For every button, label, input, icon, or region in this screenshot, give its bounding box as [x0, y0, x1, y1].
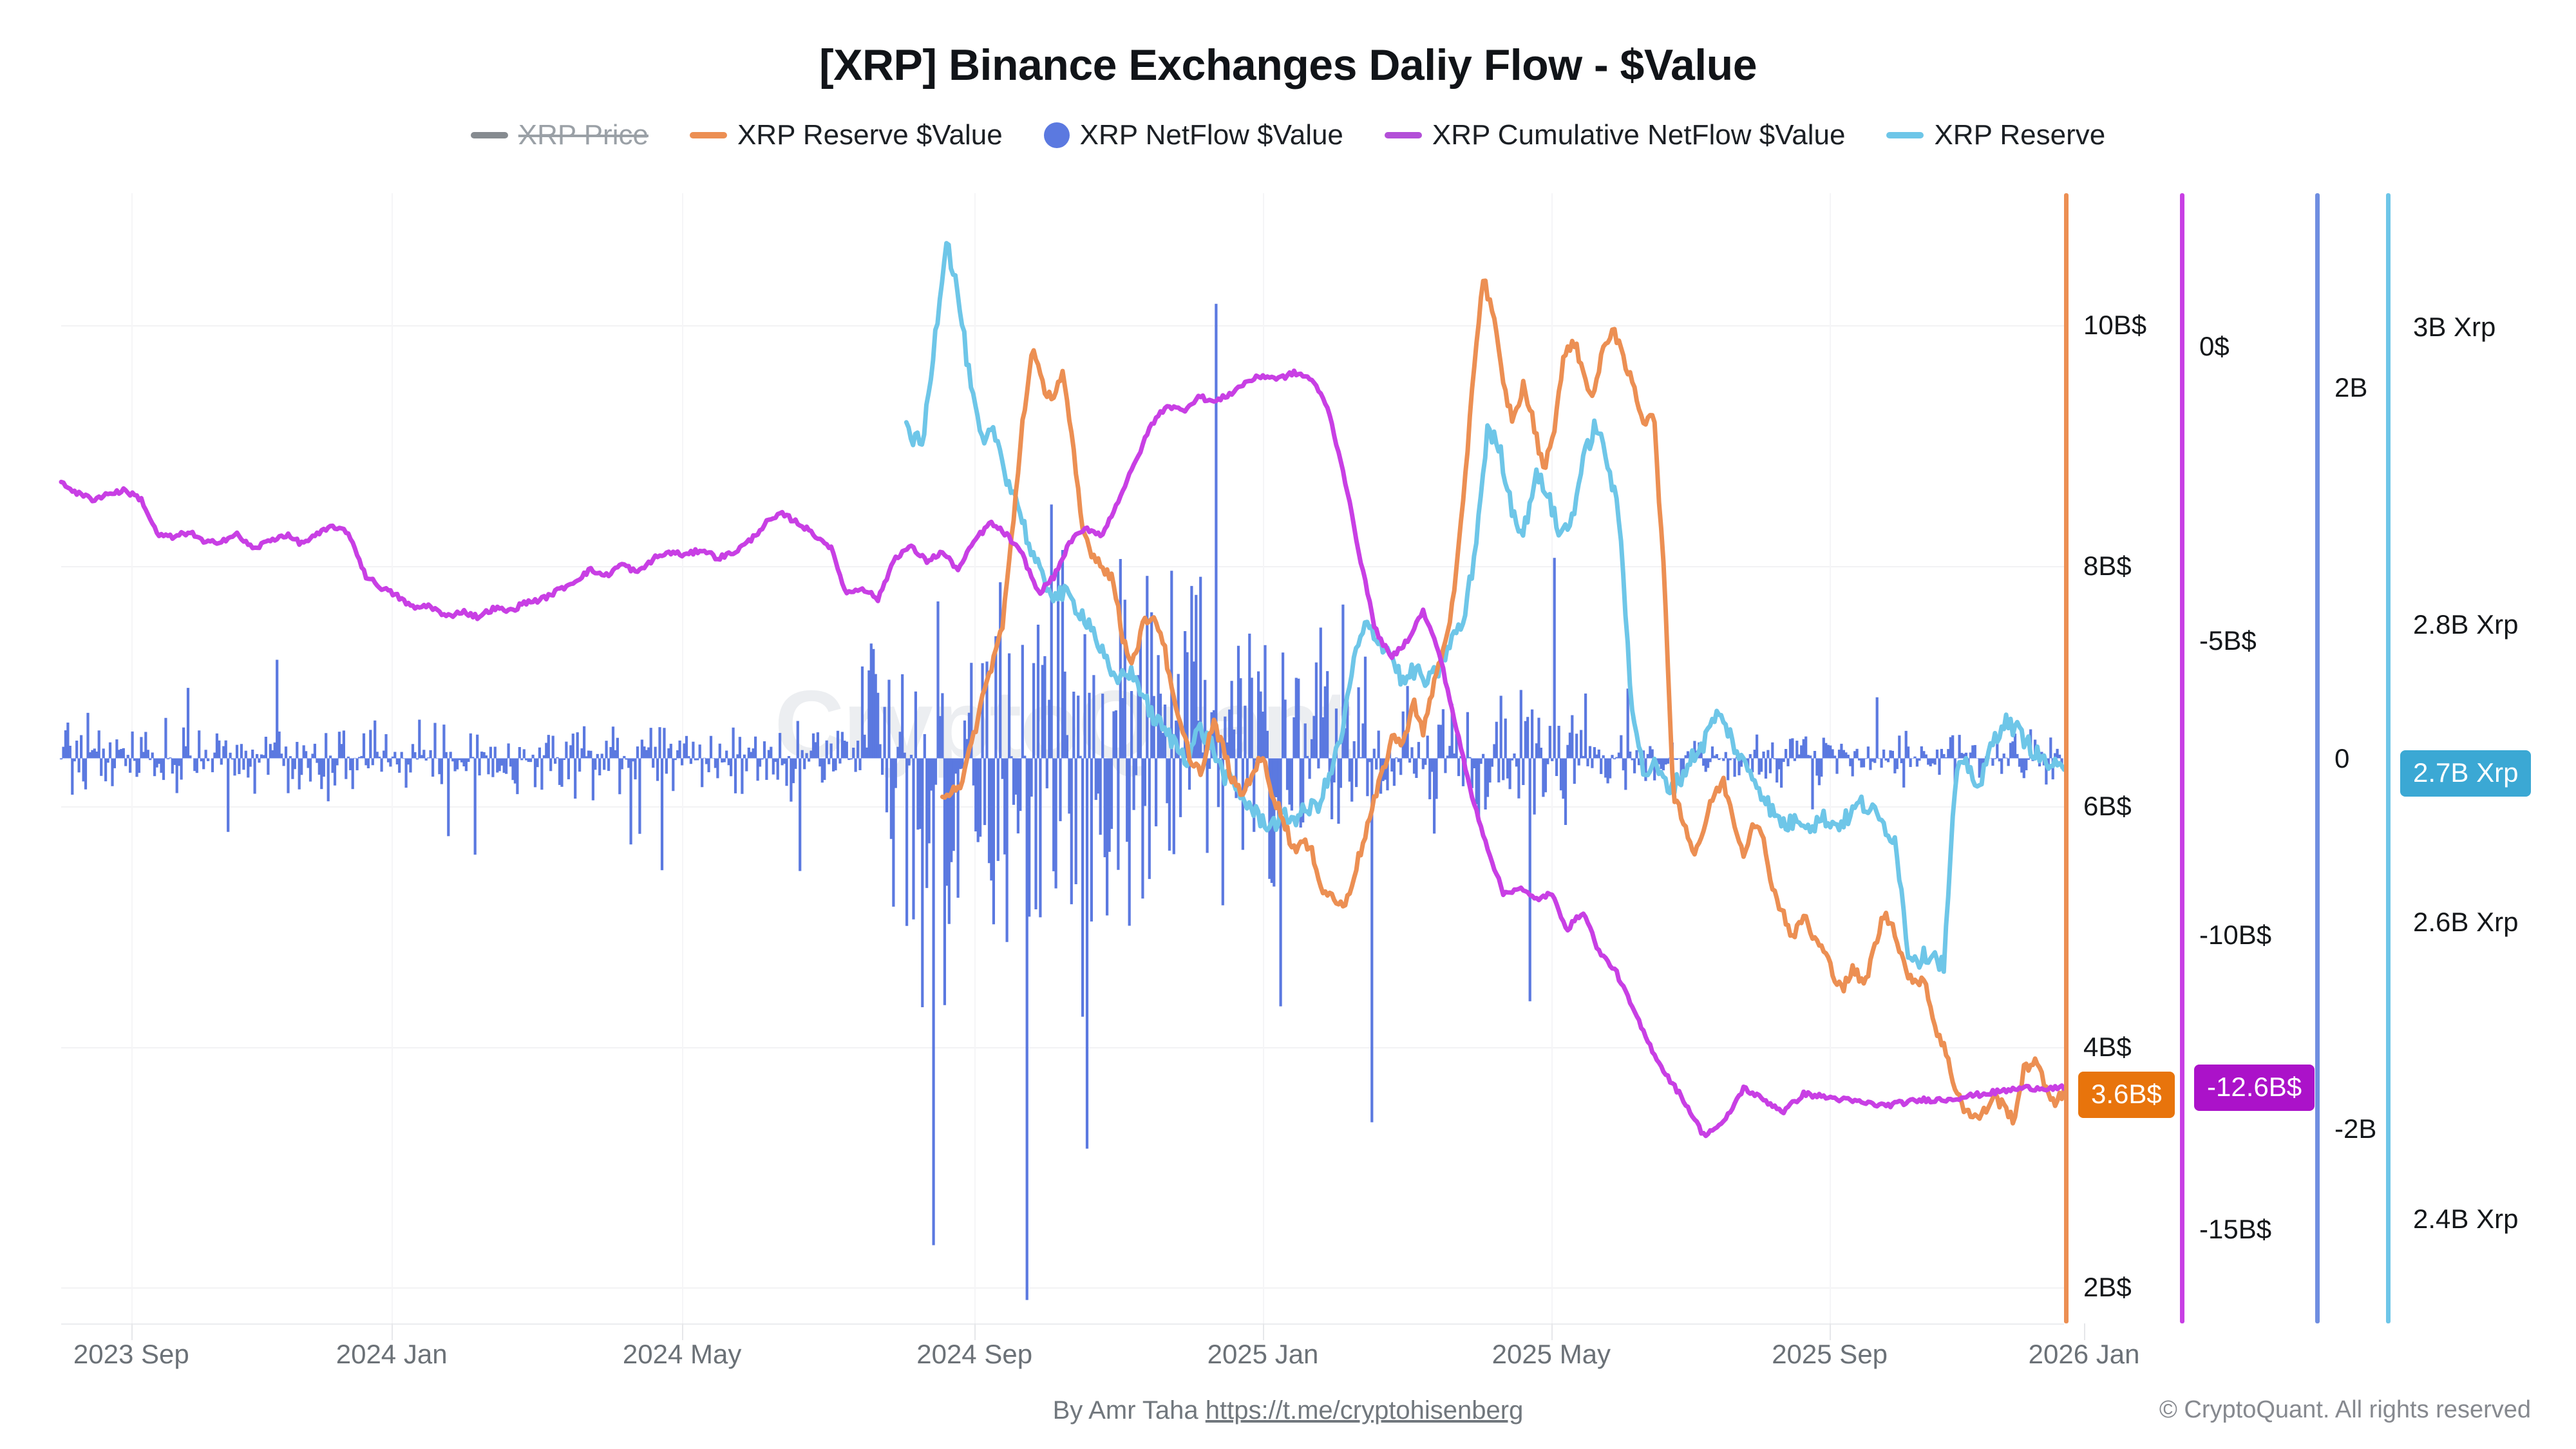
axis-tick-blue-2: -2B	[2334, 1113, 2377, 1144]
axis-tick-orange-1: 8B$	[2083, 550, 2132, 581]
legend-swatch-line-icon	[1886, 132, 1924, 138]
axis-tick-purple-2: -10B$	[2199, 919, 2272, 950]
legend-swatch-line-icon	[470, 132, 508, 138]
axis-tick-cyan-1: 2.8B Xrp	[2413, 609, 2519, 639]
legend-swatch-dot-icon	[1043, 122, 1070, 148]
x-axis: 2023 Sep 2024 Jan 2024 May 2024 Sep 2025 Jan…	[61, 1323, 2140, 1369]
legend-item-3[interactable]: XRP Cumulative NetFlow $Value	[1384, 119, 1846, 151]
axis-tick-blue-0: 2B	[2334, 372, 2368, 403]
axis-tick-blue-1: 0	[2334, 743, 2350, 773]
gridline-h-4	[61, 1287, 2064, 1289]
series-canvas	[59, 241, 2067, 1300]
gridline-h-3	[61, 1046, 2064, 1048]
x-axis-label-0: 2023 Sep	[73, 1339, 189, 1369]
x-tick-3	[974, 1323, 976, 1340]
axis-tick-cyan-3: 2.4B Xrp	[2413, 1204, 2519, 1235]
legend-label: XRP NetFlow $Value	[1079, 119, 1343, 151]
axis-line-blue	[2315, 193, 2320, 1323]
x-tick-5	[1551, 1323, 1553, 1340]
axis-tick-cyan-2: 2.6B Xrp	[2413, 906, 2519, 937]
axis-line-orange	[2064, 193, 2069, 1323]
x-axis-baseline	[61, 1323, 2064, 1325]
axis-line-purple	[2180, 193, 2184, 1323]
credit-line: By Amr Taha https://t.me/cryptohisenberg	[0, 1396, 2576, 1425]
legend-label: XRP Reserve $Value	[737, 119, 1003, 151]
axis-tick-purple-1: -5B$	[2199, 625, 2257, 656]
axis-value-badge-purple: -12.6B$	[2194, 1065, 2315, 1112]
series-bars-netflow	[59, 303, 2063, 1300]
axis-value-badge-orange: 3.6B$	[2078, 1072, 2175, 1119]
axis-line-cyan	[2386, 193, 2391, 1323]
x-axis-label-2: 2024 May	[622, 1339, 742, 1369]
gridline-h-0	[61, 325, 2064, 327]
x-axis-label-6: 2025 Sep	[1772, 1339, 1888, 1369]
copyright-notice: © CryptoQuant. All rights reserved	[2159, 1396, 2531, 1423]
gridline-h-2	[61, 806, 2064, 808]
credit-author: By Amr Taha	[1052, 1396, 1206, 1425]
axis-tick-orange-0: 10B$	[2083, 310, 2147, 341]
series-line-orange	[940, 278, 2067, 1126]
legend-label: XRP Cumulative NetFlow $Value	[1432, 119, 1846, 151]
x-axis-label-1: 2024 Jan	[336, 1339, 448, 1369]
legend-item-1[interactable]: XRP Reserve $Value	[689, 119, 1003, 151]
x-tick-7	[2084, 1323, 2086, 1340]
telegram-link[interactable]: https://t.me/cryptohisenberg	[1205, 1396, 1524, 1425]
legend-label: XRP Reserve	[1934, 119, 2106, 151]
x-tick-4	[1263, 1323, 1264, 1340]
chart-legend: XRP Price XRP Reserve $Value XRP NetFlow $…	[0, 119, 2576, 151]
x-axis-label-7: 2026 Jan	[2028, 1339, 2140, 1369]
x-tick-2	[682, 1323, 684, 1340]
x-tick-6	[1830, 1323, 1832, 1340]
series-line-purple	[59, 368, 2067, 1139]
axis-tick-orange-2: 6B$	[2083, 791, 2132, 822]
x-axis-label-5: 2025 May	[1492, 1339, 1611, 1369]
x-tick-1	[392, 1323, 393, 1340]
axis-tick-orange-4: 2B$	[2083, 1271, 2132, 1302]
axis-value-badge-cyan: 2.7B Xrp	[2400, 750, 2532, 797]
series-line-cyan	[904, 241, 2067, 974]
legend-swatch-line-icon	[1384, 132, 1422, 138]
x-axis-label-4: 2025 Jan	[1207, 1339, 1319, 1369]
legend-swatch-line-icon	[689, 132, 727, 138]
axis-tick-purple-3: -15B$	[2199, 1213, 2272, 1244]
axis-tick-purple-0: 0$	[2199, 330, 2230, 361]
legend-label: XRP Price	[518, 119, 649, 151]
page-title: [XRP] Binance Exchanges Daliy Flow - $Va…	[819, 41, 1757, 90]
axis-tick-orange-3: 4B$	[2083, 1031, 2132, 1062]
axis-tick-cyan-0: 3B Xrp	[2413, 311, 2496, 342]
x-tick-0	[131, 1323, 133, 1340]
legend-item-4[interactable]: XRP Reserve	[1886, 119, 2105, 151]
legend-item-2[interactable]: XRP NetFlow $Value	[1043, 119, 1343, 151]
legend-item-0[interactable]: XRP Price	[470, 119, 649, 151]
plot-area: CryptoQuant	[59, 193, 2067, 1323]
x-axis-label-3: 2024 Sep	[916, 1339, 1033, 1369]
